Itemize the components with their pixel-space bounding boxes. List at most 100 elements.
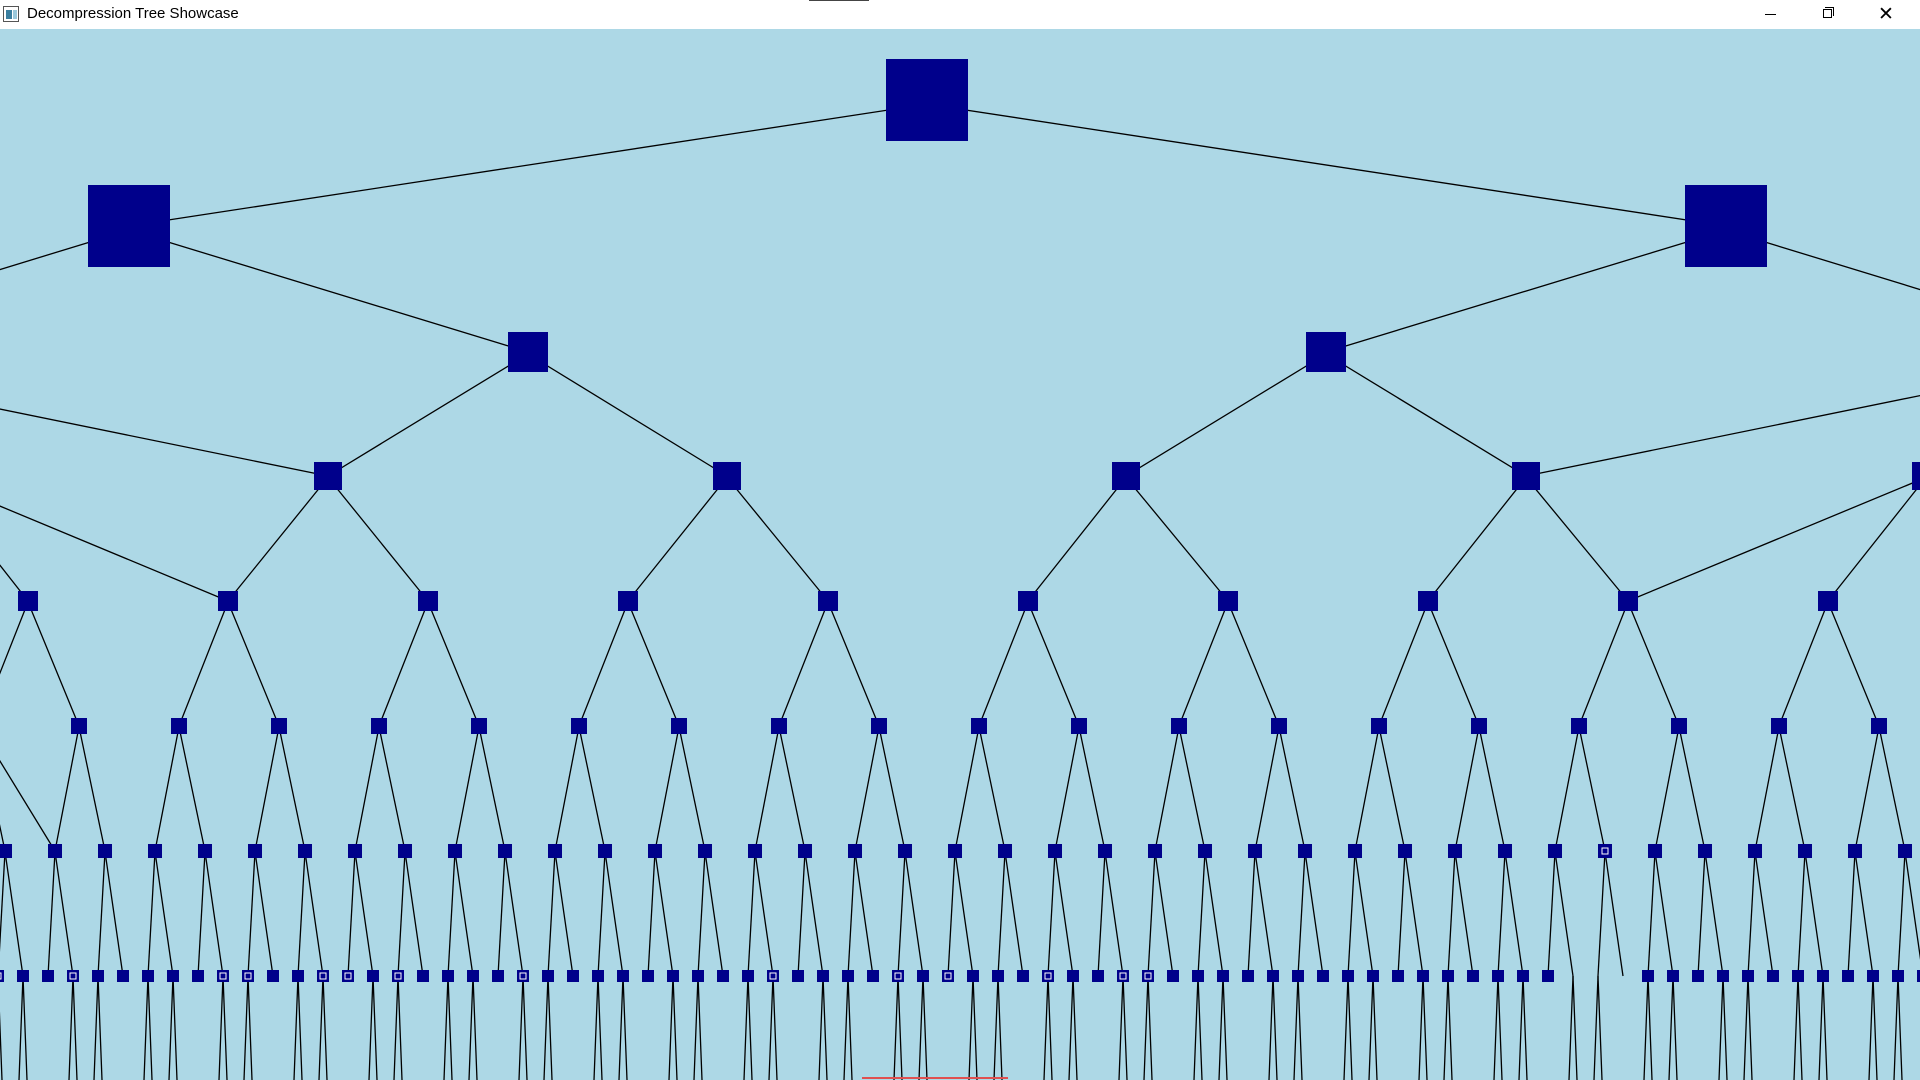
tree-node-level-7[interactable] bbox=[1692, 970, 1704, 982]
tree-node-level-6[interactable] bbox=[398, 844, 412, 858]
tree-node-level-6[interactable] bbox=[548, 844, 562, 858]
tree-node-level-7[interactable] bbox=[917, 970, 929, 982]
tree-node-level-1[interactable] bbox=[1685, 185, 1767, 267]
tree-node-level-6[interactable] bbox=[798, 844, 812, 858]
tree-node-level-7[interactable] bbox=[742, 970, 754, 982]
tree-node-level-5[interactable] bbox=[1771, 718, 1787, 734]
tree-node-level-7[interactable] bbox=[942, 970, 954, 982]
tree-node-level-5[interactable] bbox=[1871, 718, 1887, 734]
tree-node-level-7[interactable] bbox=[617, 970, 629, 982]
tree-node-level-7[interactable] bbox=[1042, 970, 1054, 982]
tree-node-level-4[interactable] bbox=[618, 591, 638, 611]
tree-node-level-7[interactable] bbox=[867, 970, 879, 982]
tree-node-level-7[interactable] bbox=[967, 970, 979, 982]
tree-node-level-7[interactable] bbox=[317, 970, 329, 982]
tree-node-level-6[interactable] bbox=[198, 844, 212, 858]
tree-node-level-7[interactable] bbox=[217, 970, 229, 982]
tree-node-level-7[interactable] bbox=[242, 970, 254, 982]
tree-node-level-5[interactable] bbox=[471, 718, 487, 734]
tree-node-level-6[interactable] bbox=[48, 844, 62, 858]
tree-node-level-7[interactable] bbox=[1292, 970, 1304, 982]
tree-node-level-7[interactable] bbox=[1142, 970, 1154, 982]
tree-node-level-7[interactable] bbox=[792, 970, 804, 982]
tree-node-level-6[interactable] bbox=[948, 844, 962, 858]
tree-node-level-7[interactable] bbox=[842, 970, 854, 982]
tree-node-level-7[interactable] bbox=[1642, 970, 1654, 982]
title-bar[interactable]: Decompression Tree Showcase ✕ bbox=[0, 0, 1920, 29]
tree-node-level-2[interactable] bbox=[508, 332, 548, 372]
tree-node-level-6[interactable] bbox=[848, 844, 862, 858]
tree-node-level-7[interactable] bbox=[1392, 970, 1404, 982]
tree-node-level-6[interactable] bbox=[998, 844, 1012, 858]
tree-node-level-7[interactable] bbox=[692, 970, 704, 982]
tree-node-level-5[interactable] bbox=[1271, 718, 1287, 734]
tree-node-level-7[interactable] bbox=[542, 970, 554, 982]
tree-node-level-7[interactable] bbox=[1192, 970, 1204, 982]
tree-node-level-6[interactable] bbox=[1698, 844, 1712, 858]
tree-node-level-6[interactable] bbox=[1148, 844, 1162, 858]
tree-node-level-6[interactable] bbox=[1198, 844, 1212, 858]
tree-canvas[interactable] bbox=[0, 29, 1920, 1080]
tree-node-level-5[interactable] bbox=[1371, 718, 1387, 734]
tree-node-level-6[interactable] bbox=[1748, 844, 1762, 858]
tree-node-level-4[interactable] bbox=[1818, 591, 1838, 611]
tree-node-level-7[interactable] bbox=[992, 970, 1004, 982]
tree-node-level-7[interactable] bbox=[567, 970, 579, 982]
tree-node-level-7[interactable] bbox=[1217, 970, 1229, 982]
tree-node-level-3[interactable] bbox=[1512, 462, 1540, 490]
tree-node-level-6[interactable] bbox=[598, 844, 612, 858]
tree-node-level-7[interactable] bbox=[192, 970, 204, 982]
tree-node-level-7[interactable] bbox=[1892, 970, 1904, 982]
tree-node-level-6[interactable] bbox=[1798, 844, 1812, 858]
tree-node-level-5[interactable] bbox=[271, 718, 287, 734]
tree-node-level-7[interactable] bbox=[1917, 970, 1920, 982]
tree-node-level-6[interactable] bbox=[1848, 844, 1862, 858]
tree-node-level-7[interactable] bbox=[1542, 970, 1554, 982]
tree-node-level-7[interactable] bbox=[1817, 970, 1829, 982]
tree-node-level-5[interactable] bbox=[1671, 718, 1687, 734]
tree-node-level-7[interactable] bbox=[1517, 970, 1529, 982]
tree-node-level-7[interactable] bbox=[467, 970, 479, 982]
tree-node-level-7[interactable] bbox=[367, 970, 379, 982]
tree-node-level-5[interactable] bbox=[871, 718, 887, 734]
tree-node-level-4[interactable] bbox=[1418, 591, 1438, 611]
tree-node-level-7[interactable] bbox=[1342, 970, 1354, 982]
tree-node-level-7[interactable] bbox=[1867, 970, 1879, 982]
tree-node-level-6[interactable] bbox=[1098, 844, 1112, 858]
tree-node-level-6[interactable] bbox=[448, 844, 462, 858]
tree-node-level-7[interactable] bbox=[1792, 970, 1804, 982]
tree-node-level-6[interactable] bbox=[0, 844, 12, 858]
tree-node-level-5[interactable] bbox=[771, 718, 787, 734]
tree-node-level-7[interactable] bbox=[667, 970, 679, 982]
tree-node-level-6[interactable] bbox=[248, 844, 262, 858]
tree-node-level-4[interactable] bbox=[418, 591, 438, 611]
tree-node-level-6[interactable] bbox=[648, 844, 662, 858]
tree-node-level-7[interactable] bbox=[1467, 970, 1479, 982]
tree-node-level-1[interactable] bbox=[88, 185, 170, 267]
tree-node-level-7[interactable] bbox=[1267, 970, 1279, 982]
tree-node-level-7[interactable] bbox=[1317, 970, 1329, 982]
minimize-button[interactable] bbox=[1741, 0, 1799, 29]
tree-node-level-7[interactable] bbox=[1067, 970, 1079, 982]
tree-node-level-6[interactable] bbox=[1598, 844, 1612, 858]
tree-node-level-7[interactable] bbox=[342, 970, 354, 982]
tree-node-level-4[interactable] bbox=[1618, 591, 1638, 611]
tree-node-level-3[interactable] bbox=[1112, 462, 1140, 490]
tree-node-level-7[interactable] bbox=[167, 970, 179, 982]
tree-node-level-7[interactable] bbox=[717, 970, 729, 982]
tree-node-level-7[interactable] bbox=[442, 970, 454, 982]
tree-node-level-6[interactable] bbox=[1648, 844, 1662, 858]
tree-node-level-6[interactable] bbox=[1448, 844, 1462, 858]
tree-node-level-7[interactable] bbox=[142, 970, 154, 982]
tree-node-level-5[interactable] bbox=[1471, 718, 1487, 734]
tree-node-level-7[interactable] bbox=[592, 970, 604, 982]
tree-node-level-6[interactable] bbox=[1898, 844, 1912, 858]
tree-node-level-6[interactable] bbox=[698, 844, 712, 858]
tree-node-level-6[interactable] bbox=[98, 844, 112, 858]
tree-node-level-7[interactable] bbox=[1842, 970, 1854, 982]
tree-node-level-7[interactable] bbox=[817, 970, 829, 982]
tree-node-level-6[interactable] bbox=[1298, 844, 1312, 858]
tree-node-level-5[interactable] bbox=[171, 718, 187, 734]
tree-node-level-5[interactable] bbox=[1071, 718, 1087, 734]
tree-node-level-7[interactable] bbox=[0, 970, 4, 982]
